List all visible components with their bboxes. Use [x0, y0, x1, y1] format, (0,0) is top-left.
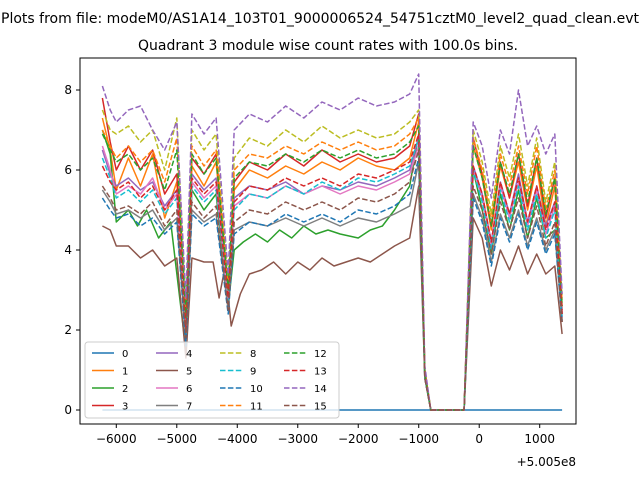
- y-tick-label: 6: [64, 163, 72, 177]
- legend-label-6: 6: [186, 384, 192, 395]
- legend-label-7: 7: [186, 402, 192, 413]
- series-line-12: [101, 125, 563, 411]
- y-tick-label: 0: [64, 403, 72, 417]
- x-tick-label: −6000: [96, 432, 137, 446]
- plot-area: [101, 73, 563, 411]
- axes-frame: [79, 57, 577, 425]
- series-line-14: [101, 73, 563, 411]
- legend-frame: [84, 341, 340, 419]
- legend-label-4: 4: [186, 349, 192, 360]
- x-offset-label: +5.005e8: [517, 455, 576, 469]
- legend-label-5: 5: [186, 367, 192, 378]
- legend-label-2: 2: [122, 384, 128, 395]
- series-line-10: [101, 157, 563, 411]
- x-tick-label: −2000: [338, 432, 379, 446]
- legend-label-14: 14: [314, 384, 327, 395]
- legend-label-11: 11: [250, 402, 263, 413]
- series-line-2: [101, 129, 563, 411]
- legend-label-13: 13: [314, 367, 327, 378]
- x-tick-label: 1000: [524, 432, 555, 446]
- x-tick-label: −4000: [217, 432, 258, 446]
- series-line-5: [102, 185, 563, 411]
- y-axis: 0 2 4 6 8: [64, 83, 80, 417]
- x-tick-label: 0: [475, 432, 483, 446]
- x-tick-label: −5000: [156, 432, 197, 446]
- legend-label-9: 9: [250, 367, 256, 378]
- x-tick-label: −3000: [277, 432, 318, 446]
- y-tick-label: 4: [64, 243, 72, 257]
- series-line-8: [101, 109, 563, 411]
- y-tick-label: 8: [64, 83, 72, 97]
- legend-label-10: 10: [250, 384, 263, 395]
- legend-label-15: 15: [314, 402, 327, 413]
- legend-label-8: 8: [250, 349, 256, 360]
- y-tick-label: 2: [64, 323, 72, 337]
- chart-title: Quadrant 3 module wise count rates with …: [138, 38, 518, 54]
- series-line-15: [101, 149, 563, 411]
- series-line-11: [101, 117, 563, 411]
- series-line-3: [101, 97, 563, 411]
- x-axis: −6000 −5000 −4000 −3000 −2000 −1000 0 1000: [96, 424, 555, 446]
- series-line-9: [101, 137, 563, 411]
- legend-label-1: 1: [122, 367, 128, 378]
- x-tick-label: −1000: [398, 432, 439, 446]
- legend-label-12: 12: [314, 349, 327, 360]
- series-line-7: [101, 161, 563, 411]
- figure-suptitle: Plots from file: modeM0/AS1A14_103T01_90…: [1, 11, 639, 27]
- series-line-13: [101, 133, 563, 411]
- legend-label-0: 0: [122, 349, 128, 360]
- legend-label-3: 3: [122, 402, 128, 413]
